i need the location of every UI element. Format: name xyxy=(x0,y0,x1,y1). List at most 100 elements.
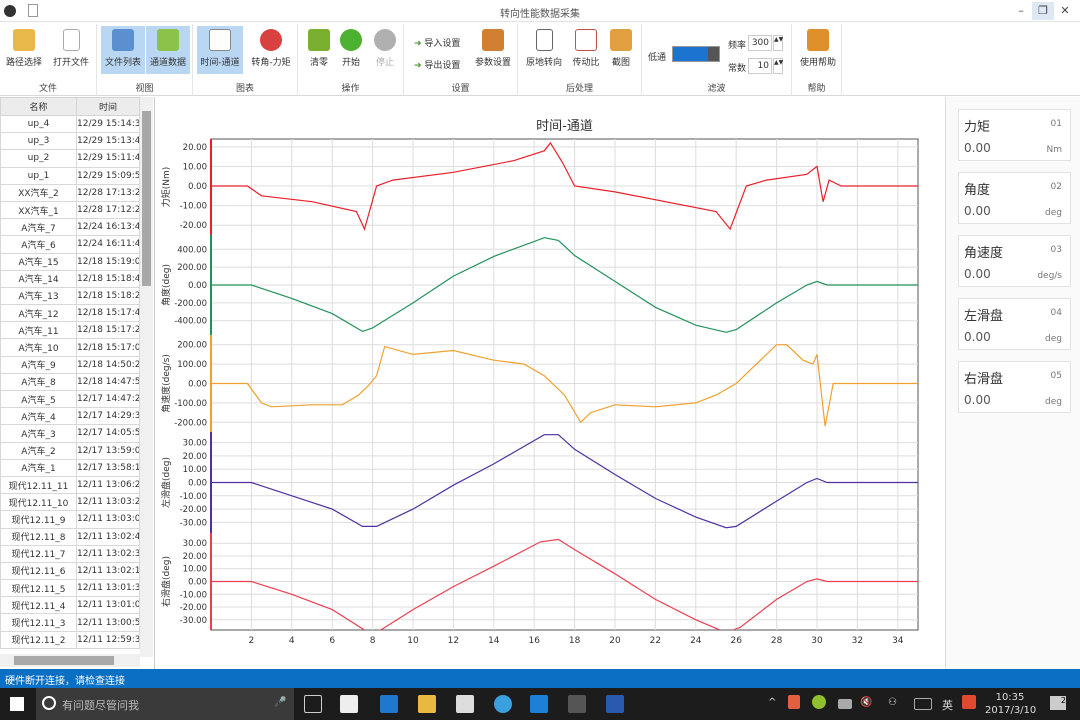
battery-icon[interactable] xyxy=(838,699,852,709)
column-header-name[interactable]: 名称 xyxy=(0,97,77,116)
table-row[interactable]: A汽车_7 12/24 16:13:4 xyxy=(0,218,140,237)
x-tick-label: 22 xyxy=(650,636,661,646)
table-row[interactable]: 现代12.11_5 12/11 13:01:3 xyxy=(0,579,140,598)
tray-chevron-icon[interactable]: ^ xyxy=(768,697,777,708)
channel-id: 04 xyxy=(1050,308,1062,318)
search-box[interactable]: 有问题尽管问我 xyxy=(36,688,294,720)
help-button[interactable]: 使用帮助 xyxy=(796,26,840,74)
clock[interactable]: 10:35 2017/3/10 xyxy=(985,692,1037,716)
steering-app-icon[interactable] xyxy=(568,695,586,713)
notification-center-icon[interactable]: 2 xyxy=(1050,696,1066,710)
y-tick-label: -20.00 xyxy=(180,505,207,515)
table-row[interactable]: A汽车_6 12/24 16:11:4 xyxy=(0,235,140,254)
export-settings-button[interactable]: ➜ 导出设置 xyxy=(414,61,461,71)
channel-data-button[interactable]: 通道数据 xyxy=(146,26,190,74)
keyboard-icon[interactable] xyxy=(914,698,932,710)
restore-button[interactable]: ❐ xyxy=(1032,2,1054,20)
angle-torque-button[interactable]: 转角-力矩 xyxy=(247,26,295,74)
table-row[interactable]: up_3 12/29 15:13:4 xyxy=(0,132,140,151)
table-row[interactable]: 现代12.11_7 12/11 13:02:3 xyxy=(0,544,140,563)
table-row[interactable]: 现代12.11_4 12/11 13:01:0 xyxy=(0,596,140,615)
scroll-thumb[interactable] xyxy=(14,656,114,665)
store-icon[interactable] xyxy=(456,695,474,713)
task-view-icon[interactable] xyxy=(304,695,322,713)
y-tick-label: -400.00 xyxy=(174,317,207,327)
table-row[interactable]: A汽车_3 12/17 14:05:5 xyxy=(0,424,140,443)
table-row[interactable]: XX汽车_1 12/28 17:12:2 xyxy=(0,200,140,220)
close-button[interactable]: ✕ xyxy=(1060,4,1070,17)
table-row[interactable]: 现代12.11_2 12/11 12:59:3 xyxy=(0,630,140,649)
start-button[interactable] xyxy=(10,697,24,711)
table-row[interactable]: A汽车_5 12/17 14:47:2 xyxy=(0,389,140,409)
table-row[interactable]: A汽车_8 12/18 14:47:5 xyxy=(0,372,140,392)
table-row[interactable]: 现代12.11_10 12/11 13:03:2 xyxy=(0,493,140,512)
table-row[interactable]: XX汽车_2 12/28 17:13:2 xyxy=(0,183,140,202)
lowpass-slider[interactable] xyxy=(672,46,720,62)
file-time-cell: 12/11 13:03:2 xyxy=(76,493,140,512)
ie-icon[interactable] xyxy=(494,695,512,713)
fan-app-icon[interactable] xyxy=(340,695,358,713)
freq-input[interactable]: 300 xyxy=(748,35,772,51)
import-settings-button[interactable]: ➜ 导入设置 xyxy=(414,39,461,49)
zero-button[interactable]: 清零 xyxy=(304,26,334,74)
x-tick-label: 24 xyxy=(690,636,702,646)
table-row[interactable]: A汽车_13 12/18 15:18:2 xyxy=(0,286,140,306)
in-place-steer-button[interactable]: 原地转向 xyxy=(522,26,566,74)
table-row[interactable]: A汽车_15 12/18 15:19:0 xyxy=(0,252,140,271)
table-row[interactable]: A汽车_14 12/18 15:18:4 xyxy=(0,269,140,288)
group-chart: 时间-通道 转角-力矩 图表 xyxy=(193,24,298,96)
series-line-1 xyxy=(211,141,918,231)
time-channel-button[interactable]: 时间-通道 xyxy=(197,26,243,74)
const-input[interactable]: 10 xyxy=(748,58,772,74)
tools-icon xyxy=(482,29,504,51)
const-spinner[interactable]: ▲▼ xyxy=(773,58,783,74)
volume-muted-icon[interactable]: 🔇 xyxy=(860,697,873,708)
edge-icon[interactable] xyxy=(380,695,398,713)
y-tick-label: 0.00 xyxy=(188,281,207,291)
file-explorer-icon[interactable] xyxy=(418,695,436,713)
vertical-scrollbar[interactable] xyxy=(140,97,153,657)
table-row[interactable]: A汽车_2 12/17 13:59:0 xyxy=(0,441,140,460)
network-icon[interactable]: ⚇ xyxy=(888,697,897,708)
column-header-time[interactable]: 时间 xyxy=(76,97,140,116)
table-row[interactable]: 现代12.11_8 12/11 13:02:4 xyxy=(0,527,140,546)
screenshot-button[interactable]: 截图 xyxy=(606,26,636,74)
export-icon: ➜ xyxy=(414,61,425,71)
freq-spinner[interactable]: ▲▼ xyxy=(773,35,783,51)
table-row[interactable]: up_4 12/29 15:14:3 xyxy=(0,114,140,134)
sogou-icon[interactable] xyxy=(962,695,976,709)
help-book-icon xyxy=(807,29,829,51)
app-icon[interactable] xyxy=(530,695,548,713)
table-row[interactable]: up_2 12/29 15:11:4 xyxy=(0,149,140,168)
start-button[interactable]: 开始 xyxy=(336,26,366,74)
table-row[interactable]: 现代12.11_6 12/11 13:02:1 xyxy=(0,561,140,581)
table-row[interactable]: up_1 12/29 15:09:5 xyxy=(0,166,140,185)
microphone-icon[interactable]: 🎤 xyxy=(274,697,287,708)
tray-app-icon[interactable] xyxy=(788,695,800,709)
table-row[interactable]: A汽车_10 12/18 15:17:0 xyxy=(0,338,140,357)
stop-button[interactable]: 停止 xyxy=(370,26,400,74)
file-list-button[interactable]: 文件列表 xyxy=(101,26,145,74)
file-name-cell: A汽车_12 xyxy=(0,304,77,323)
scroll-thumb[interactable] xyxy=(142,111,151,286)
y-axis-label: 力矩(Nm) xyxy=(160,167,172,208)
table-row[interactable]: A汽车_4 12/17 14:29:3 xyxy=(0,407,140,426)
table-row[interactable]: A汽车_11 12/18 15:17:2 xyxy=(0,321,140,340)
path-select-button[interactable]: 路径选择 xyxy=(4,26,44,74)
file-name-cell: 现代12.11_10 xyxy=(0,493,77,512)
table-row[interactable]: A汽车_1 12/17 13:58:1 xyxy=(0,458,140,477)
table-row[interactable]: A汽车_9 12/18 14:50:2 xyxy=(0,355,140,374)
param-settings-button[interactable]: 参数设置 xyxy=(472,26,514,74)
word-icon[interactable] xyxy=(606,695,624,713)
file-time-cell: 12/11 13:02:4 xyxy=(76,527,140,546)
table-row[interactable]: A汽车_12 12/18 15:17:4 xyxy=(0,304,140,323)
minimize-button[interactable]: – xyxy=(1018,4,1024,17)
table-row[interactable]: 现代12.11_9 12/11 13:03:0 xyxy=(0,510,140,529)
open-file-button[interactable]: 打开文件 xyxy=(50,26,92,74)
table-row[interactable]: 现代12.11_11 12/11 13:06:2 xyxy=(0,475,140,495)
ratio-button[interactable]: 传动比 xyxy=(570,26,602,74)
ime-indicator[interactable]: 英 xyxy=(942,699,953,712)
horizontal-scrollbar[interactable] xyxy=(0,654,140,667)
tray-app-icon[interactable] xyxy=(812,695,826,709)
table-row[interactable]: 现代12.11_3 12/11 13:00:5 xyxy=(0,613,140,632)
